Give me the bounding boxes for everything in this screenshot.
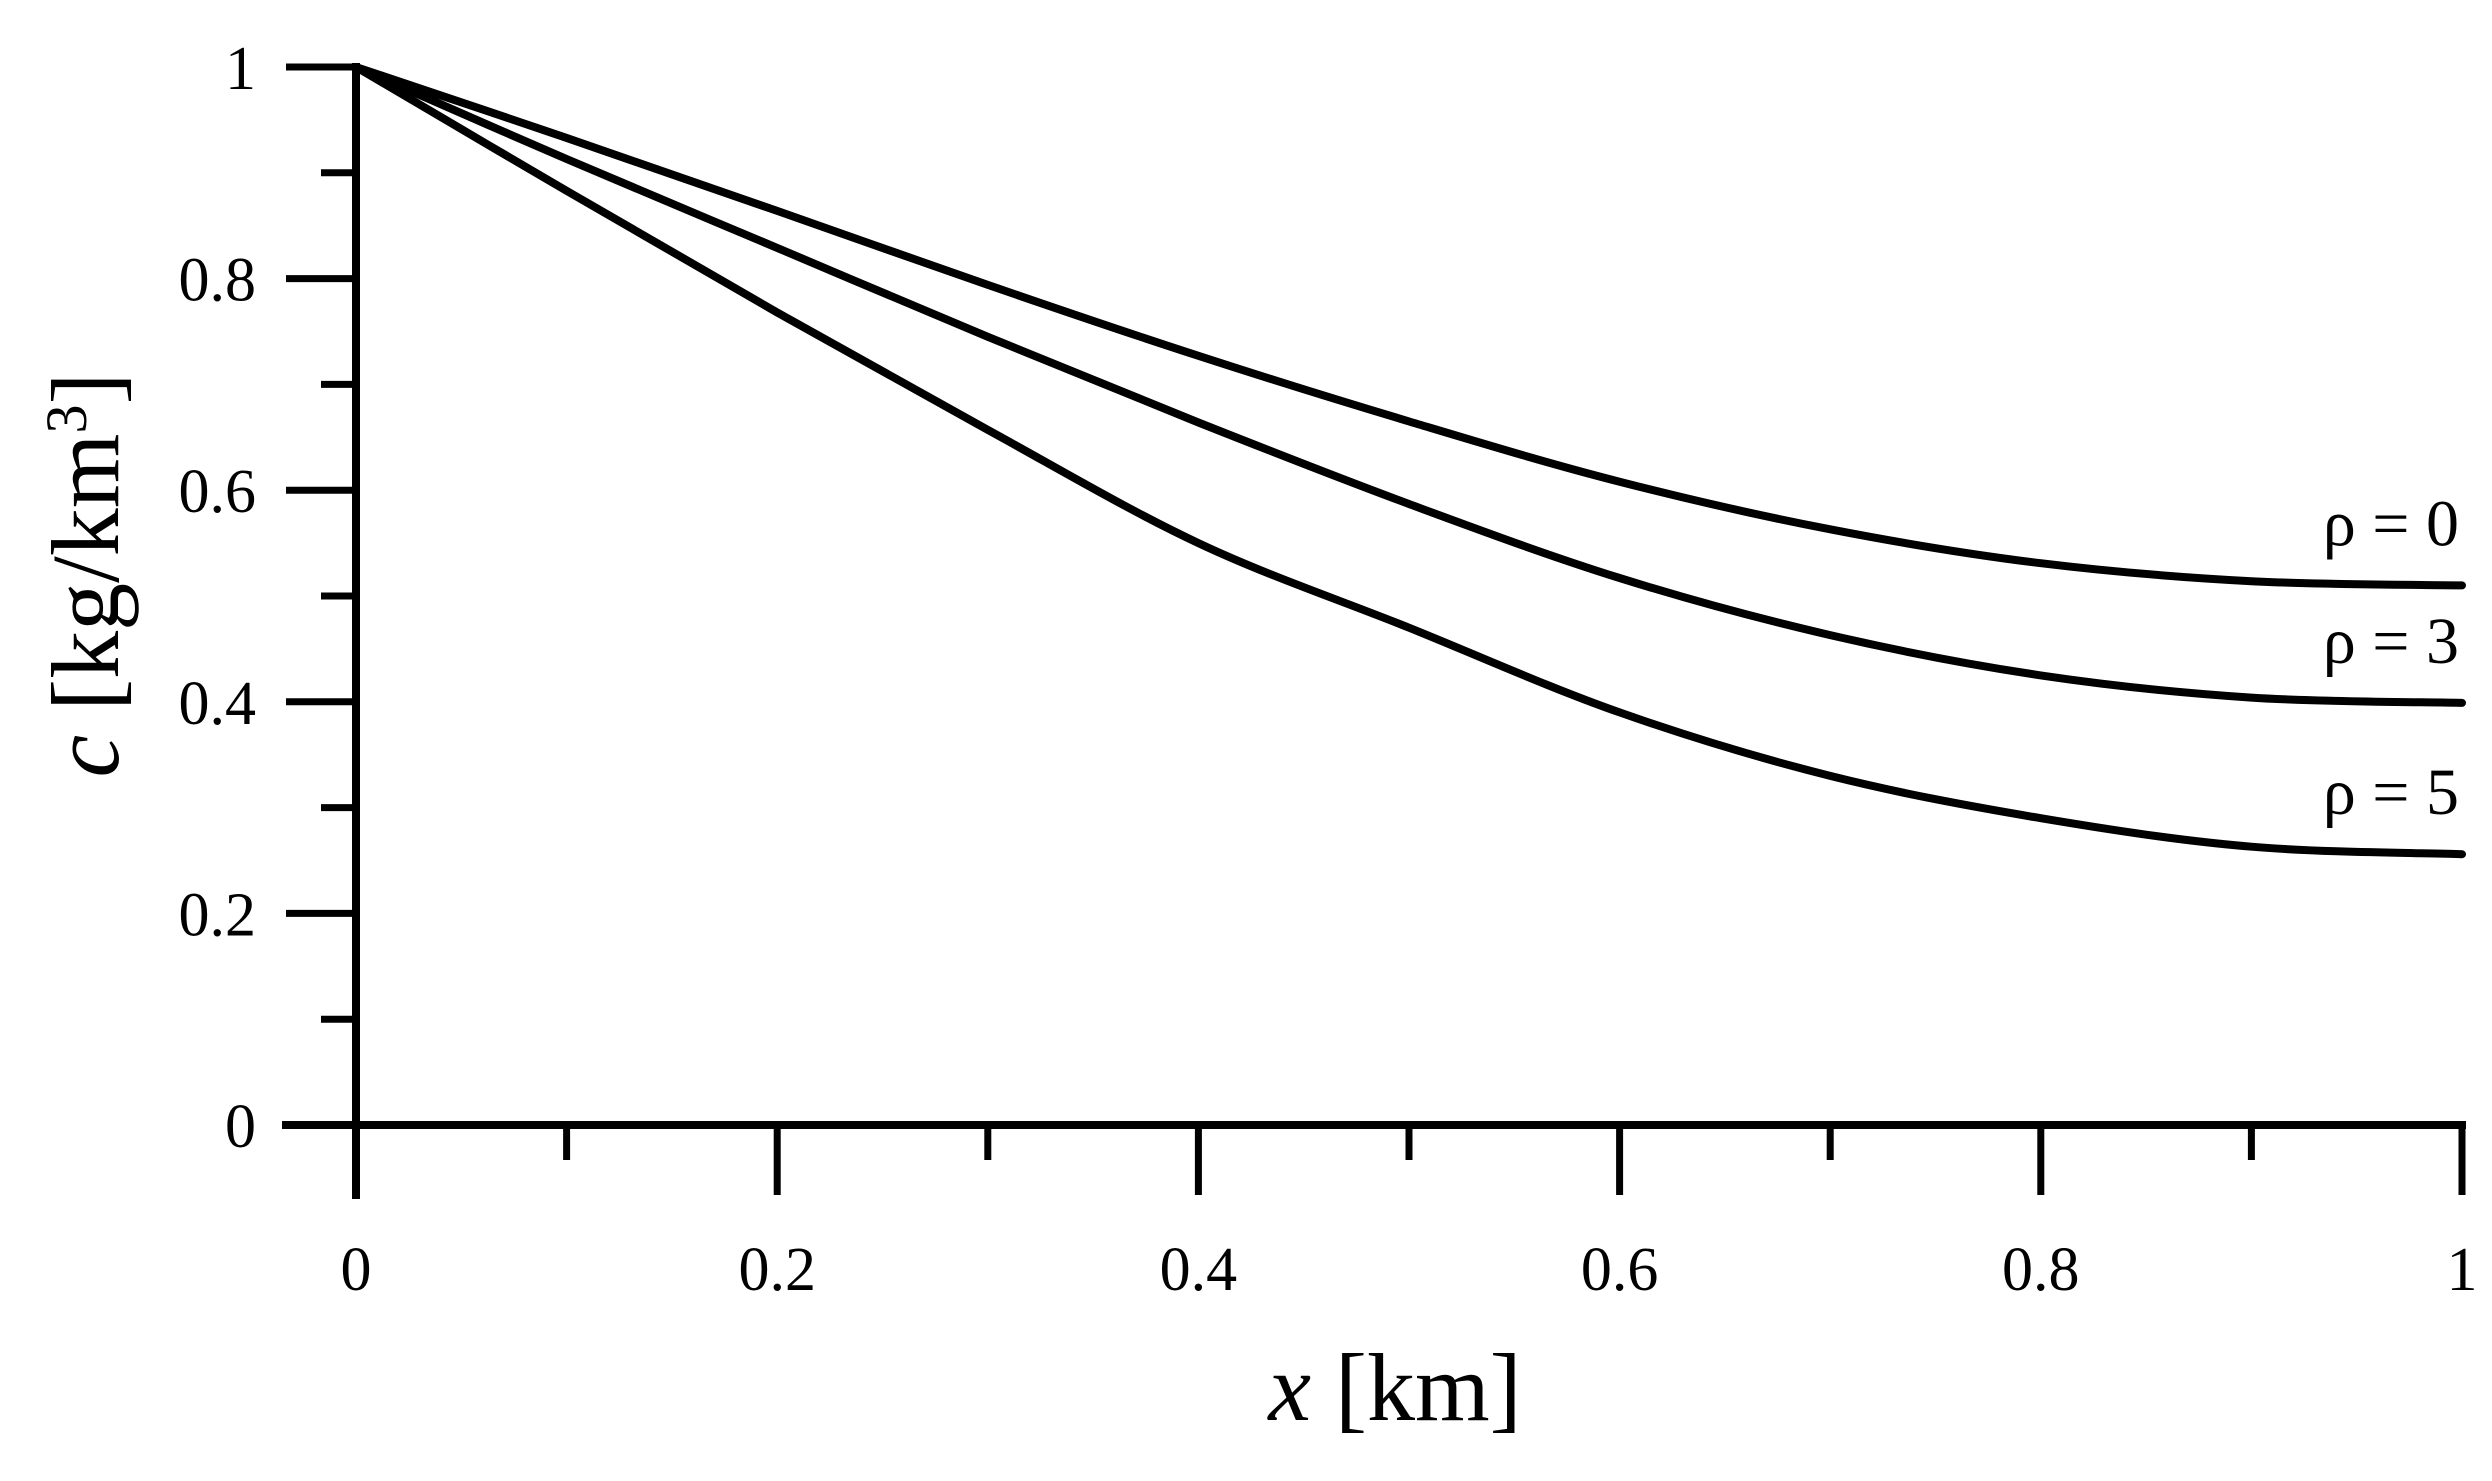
tick-labels: 0 0.2 0.4 0.6 0.8 1 0 0.2 0.4 0.6 0.8 1: [179, 35, 2478, 1304]
y-axis-unit-exponent: 3: [34, 405, 99, 434]
x-tick-label: 0.6: [1581, 1236, 1659, 1304]
y-axis-unit-close: ]: [32, 373, 139, 405]
series-lines: [352, 63, 2466, 859]
y-axis-unit: [kg/km: [32, 434, 139, 735]
x-tick-label: 0.2: [738, 1236, 816, 1304]
series-line: [352, 63, 2466, 859]
x-axis-variable: x: [1266, 1334, 1311, 1441]
y-tick-label: 0: [225, 1093, 256, 1161]
series-label: ρ = 5: [2323, 756, 2459, 829]
series-label: ρ = 3: [2323, 605, 2459, 678]
x-axis-unit: [km]: [1311, 1334, 1522, 1441]
x-tick-label: 0: [341, 1236, 372, 1304]
x-tick-label: 0.4: [1160, 1236, 1238, 1304]
y-axis-title: c [kg/km3]: [32, 373, 139, 778]
series-labels: ρ = 0 ρ = 3 ρ = 5: [2323, 487, 2459, 829]
x-tick-label: 0.8: [2002, 1236, 2080, 1304]
y-tick-label: 1: [225, 35, 256, 103]
y-axis-variable: c: [32, 735, 139, 778]
y-tick-label: 0.2: [179, 881, 257, 949]
y-tick-label: 0.8: [179, 247, 257, 315]
y-tick-label: 0.4: [179, 670, 257, 738]
y-tick-label: 0.6: [179, 458, 257, 526]
x-axis-title: x [km]: [1266, 1334, 1521, 1441]
tick-marks: [286, 63, 2466, 1195]
x-tick-label: 1: [2447, 1236, 2478, 1304]
series-label: ρ = 0: [2323, 487, 2459, 560]
series-line: [352, 63, 2466, 707]
axes: [282, 63, 2466, 1199]
series-line: [352, 63, 2466, 590]
